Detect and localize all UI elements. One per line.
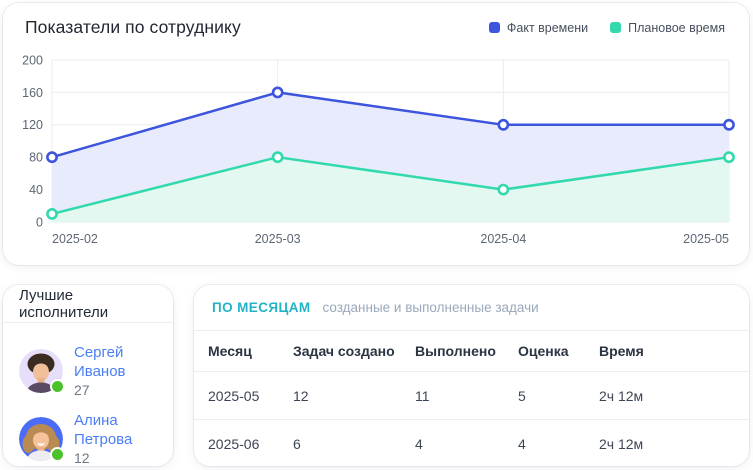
performer-name-link[interactable]: Алина Петрова bbox=[74, 412, 133, 448]
cell-created: 12 bbox=[279, 371, 401, 420]
svg-text:40: 40 bbox=[29, 183, 43, 197]
performer-name-link[interactable]: Сергей Иванов bbox=[74, 344, 126, 380]
performers-card-header: Лучшие исполнители bbox=[3, 285, 173, 323]
svg-text:160: 160 bbox=[22, 86, 43, 100]
legend-label-fact: Факт времени bbox=[506, 20, 589, 35]
column-header-created: Задач создано bbox=[279, 331, 401, 372]
monthly-tasks-card: ПО МЕСЯЦАМ созданные и выполненные задач… bbox=[194, 285, 749, 466]
list-item[interactable]: Алина Петрова 12 bbox=[19, 411, 161, 467]
fact-series-swatch-icon bbox=[488, 22, 500, 33]
chart-legend: Факт времени Плановое время bbox=[488, 20, 725, 35]
svg-text:2025-02: 2025-02 bbox=[52, 232, 98, 246]
column-header-rating: Оценка bbox=[504, 331, 585, 372]
months-card-title: ПО МЕСЯЦАМ bbox=[212, 300, 311, 315]
chart-header: Показатели по сотруднику Факт времени Пл… bbox=[25, 17, 725, 38]
column-header-done: Выполнено bbox=[401, 331, 504, 372]
best-performers-card: Лучшие исполнители bbox=[3, 285, 173, 466]
months-card-subtitle: созданные и выполненные задачи bbox=[322, 300, 539, 315]
online-status-dot bbox=[50, 447, 65, 462]
employee-chart: 0 40 80 120 160 200 2025-02 2025-03 2025-04 2025-… bbox=[22, 53, 735, 246]
plan-series-swatch-icon bbox=[610, 22, 622, 33]
table-row: 2025-05 12 11 5 2ч 12м bbox=[194, 371, 749, 420]
avatar[interactable] bbox=[19, 349, 65, 394]
cell-month: 2025-05 bbox=[194, 371, 279, 420]
list-item[interactable]: Сергей Иванов 27 bbox=[19, 343, 161, 399]
performer-task-count: 27 bbox=[74, 382, 90, 398]
cell-time: 2ч 12м bbox=[585, 371, 749, 420]
online-status-dot bbox=[50, 379, 65, 394]
performer-info: Алина Петрова 12 bbox=[74, 411, 161, 467]
avatar[interactable] bbox=[19, 417, 65, 462]
legend-item-fact[interactable]: Факт времени bbox=[488, 20, 589, 35]
monthly-tasks-table: Месяц Задач создано Выполнено Оценка Вре… bbox=[194, 331, 749, 467]
performers-card-title: Лучшие исполнители bbox=[19, 286, 109, 321]
table-row: 2025-06 6 4 4 2ч 12м bbox=[194, 420, 749, 468]
table-header-row: Месяц Задач создано Выполнено Оценка Вре… bbox=[194, 331, 749, 372]
column-header-time: Время bbox=[585, 331, 749, 372]
cell-rating: 5 bbox=[504, 371, 585, 420]
cell-rating: 4 bbox=[518, 435, 526, 452]
svg-text:80: 80 bbox=[29, 151, 43, 165]
performers-list: Сергей Иванов 27 bbox=[3, 323, 173, 467]
svg-text:200: 200 bbox=[22, 53, 43, 67]
cell-time: 2ч 12м bbox=[599, 435, 644, 452]
months-card-header: ПО МЕСЯЦАМ созданные и выполненные задач… bbox=[194, 285, 749, 331]
svg-text:2025-05: 2025-05 bbox=[683, 232, 729, 246]
legend-label-plan: Плановое время bbox=[628, 20, 725, 35]
svg-text:2025-04: 2025-04 bbox=[480, 232, 526, 246]
chart-title: Показатели по сотруднику bbox=[25, 17, 241, 37]
svg-text:2025-03: 2025-03 bbox=[255, 232, 301, 246]
cell-month: 2025-06 bbox=[208, 435, 260, 452]
employee-metrics-card: Показатели по сотруднику Факт времени Пл… bbox=[3, 3, 749, 265]
svg-text:120: 120 bbox=[22, 118, 43, 132]
svg-text:0: 0 bbox=[36, 215, 43, 229]
cell-done: 4 bbox=[415, 435, 423, 452]
cell-created: 6 bbox=[293, 435, 301, 452]
legend-item-plan[interactable]: Плановое время bbox=[610, 21, 725, 35]
cell-done: 11 bbox=[401, 371, 504, 420]
performer-info: Сергей Иванов 27 bbox=[74, 343, 161, 399]
performer-task-count: 12 bbox=[74, 450, 90, 466]
column-header-month: Месяц bbox=[194, 331, 279, 372]
